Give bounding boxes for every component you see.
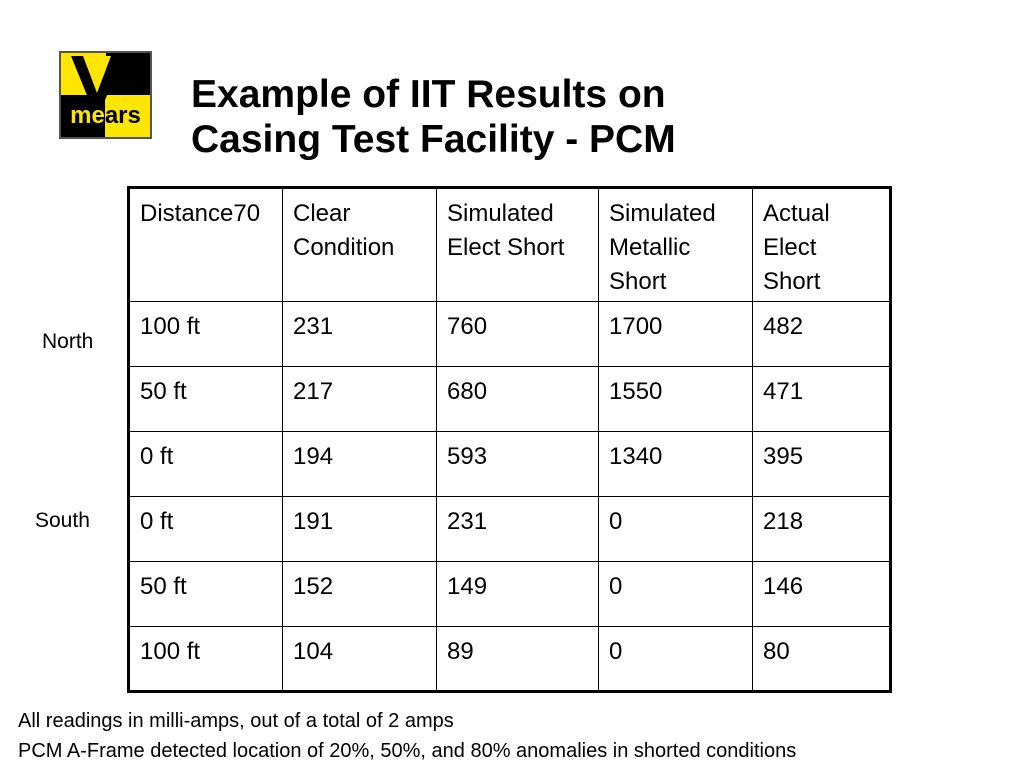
header-label: Actual Elect Short bbox=[763, 200, 830, 295]
results-table: Distance70 Clear Condition Simulated Ele… bbox=[127, 186, 892, 693]
table-row: 0 ft 191 231 0 218 bbox=[128, 496, 891, 562]
table-cell: 1700 bbox=[598, 301, 753, 367]
slide-title: Example of IIT Results on Casing Test Fa… bbox=[191, 72, 891, 162]
table-cell: 0 bbox=[598, 496, 753, 562]
table-cell: 231 bbox=[282, 301, 437, 367]
table-cell: 0 bbox=[598, 561, 753, 627]
header-cell-clear: Clear Condition bbox=[282, 187, 437, 302]
table-cell: 482 bbox=[752, 301, 891, 367]
title-line-1: Example of IIT Results on bbox=[191, 73, 666, 116]
table-cell: 1340 bbox=[598, 431, 753, 497]
header-cell-actual-elect: Actual Elect Short bbox=[752, 187, 891, 302]
header-label: Simulated Elect Short bbox=[447, 200, 565, 261]
table-row: 100 ft 231 760 1700 482 bbox=[128, 301, 891, 367]
table-cell: 231 bbox=[436, 496, 599, 562]
mears-logo: mears bbox=[59, 51, 152, 139]
table-cell: 89 bbox=[436, 626, 599, 692]
table-cell: 104 bbox=[282, 626, 437, 692]
title-line-2: Casing Test Facility - PCM bbox=[191, 118, 676, 161]
footnotes: All readings in milli-amps, out of a tot… bbox=[18, 706, 796, 766]
table-row: 50 ft 152 149 0 146 bbox=[128, 561, 891, 627]
table-cell: 0 bbox=[598, 626, 753, 692]
table-cell: 80 bbox=[752, 626, 891, 692]
table-cell: 100 ft bbox=[128, 626, 283, 692]
table-cell: 152 bbox=[282, 561, 437, 627]
footnote-readings: All readings in milli-amps, out of a tot… bbox=[18, 710, 454, 732]
table-cell: 395 bbox=[752, 431, 891, 497]
table-cell: 194 bbox=[282, 431, 437, 497]
table-cell: 191 bbox=[282, 496, 437, 562]
table-cell: 100 ft bbox=[128, 301, 283, 367]
table-row: 0 ft 194 593 1340 395 bbox=[128, 431, 891, 497]
table-cell: 218 bbox=[752, 496, 891, 562]
south-label: South bbox=[35, 509, 90, 532]
header-cell-distance: Distance70 bbox=[128, 187, 283, 302]
table-cell: 50 ft bbox=[128, 366, 283, 432]
header-cell-sim-metallic: Simulated Metallic Short bbox=[598, 187, 753, 302]
table-cell: 146 bbox=[752, 561, 891, 627]
footnote-pcm: PCM A-Frame detected location of 20%, 50… bbox=[18, 740, 797, 762]
table-cell: 50 ft bbox=[128, 561, 283, 627]
header-label: Simulated Metallic Short bbox=[609, 200, 716, 295]
logo-wordmark: mears bbox=[70, 102, 141, 129]
table-cell: 1550 bbox=[598, 366, 753, 432]
header-label: Clear Condition bbox=[293, 200, 395, 261]
table-cell: 471 bbox=[752, 366, 891, 432]
table-row: 50 ft 217 680 1550 471 bbox=[128, 366, 891, 432]
table-cell: 217 bbox=[282, 366, 437, 432]
table-cell: 680 bbox=[436, 366, 599, 432]
mears-logo-graphic: mears bbox=[61, 53, 150, 137]
table-cell: 0 ft bbox=[128, 496, 283, 562]
table-cell: 593 bbox=[436, 431, 599, 497]
table-cell: 149 bbox=[436, 561, 599, 627]
table-cell: 0 ft bbox=[128, 431, 283, 497]
north-label: North bbox=[42, 330, 94, 353]
table-header-row: Distance70 Clear Condition Simulated Ele… bbox=[128, 187, 891, 302]
table-cell: 760 bbox=[436, 301, 599, 367]
table-row: 100 ft 104 89 0 80 bbox=[128, 626, 891, 692]
header-cell-sim-elect: Simulated Elect Short bbox=[436, 187, 599, 302]
